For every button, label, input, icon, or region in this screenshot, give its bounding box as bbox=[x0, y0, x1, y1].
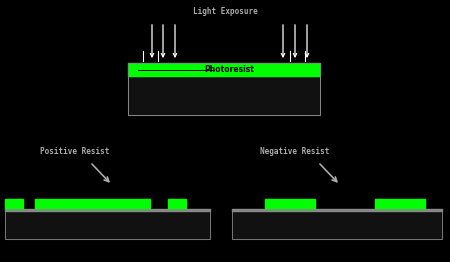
Bar bbox=[128, 63, 320, 115]
Bar bbox=[232, 209, 442, 239]
Text: Positive Resist: Positive Resist bbox=[40, 148, 110, 156]
Bar bbox=[128, 63, 320, 76]
Bar bbox=[128, 76, 320, 115]
Bar bbox=[5, 199, 23, 209]
Bar bbox=[168, 199, 186, 209]
Bar bbox=[265, 199, 315, 209]
Text: Negative Resist: Negative Resist bbox=[260, 148, 330, 156]
Text: Photoresist: Photoresist bbox=[204, 65, 254, 74]
Bar bbox=[5, 209, 210, 239]
Bar bbox=[35, 199, 150, 209]
Bar bbox=[232, 209, 442, 239]
Bar bbox=[5, 209, 210, 239]
Text: Light Exposure: Light Exposure bbox=[193, 7, 257, 16]
Bar bbox=[375, 199, 425, 209]
Bar bbox=[5, 209, 210, 210]
Bar bbox=[232, 209, 442, 210]
